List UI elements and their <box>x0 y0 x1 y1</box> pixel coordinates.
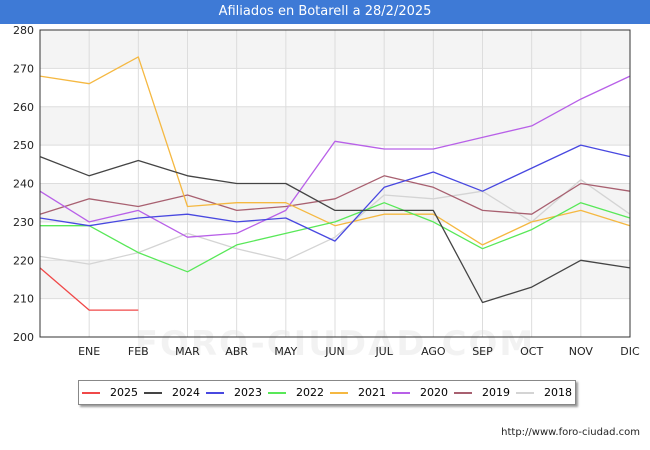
legend-label: 2018 <box>544 386 572 399</box>
x-tick-label: JUL <box>374 345 393 358</box>
legend-label: 2025 <box>110 386 138 399</box>
legend-item-2019: 2019 <box>454 386 510 399</box>
series-line-2023 <box>39 144 631 242</box>
y-tick-label: 230 <box>13 216 34 229</box>
legend-label: 2023 <box>234 386 262 399</box>
series-line-2025 <box>39 267 139 311</box>
x-tick-label: FEB <box>128 345 149 358</box>
legend-label: 2021 <box>358 386 386 399</box>
legend-swatch <box>392 391 410 394</box>
legend-swatch <box>206 391 224 394</box>
legend-swatch <box>516 391 534 394</box>
chart-title: Afiliados en Botarell a 28/2/2025 <box>0 0 650 24</box>
y-tick-label: 200 <box>13 331 34 344</box>
legend-swatch <box>82 391 100 394</box>
x-tick-label: ENE <box>78 345 100 358</box>
y-tick-label: 240 <box>13 178 34 191</box>
x-tick-label: OCT <box>520 345 543 358</box>
legend-item-2023: 2023 <box>206 386 262 399</box>
y-tick-label: 210 <box>13 293 34 306</box>
legend-label: 2019 <box>482 386 510 399</box>
legend-item-2018: 2018 <box>516 386 572 399</box>
legend-item-2025: 2025 <box>82 386 138 399</box>
legend-label: 2022 <box>296 386 324 399</box>
legend-item-2021: 2021 <box>330 386 386 399</box>
source-url: http://www.foro-ciudad.com <box>501 427 640 438</box>
legend-swatch <box>268 391 286 394</box>
x-tick-label: DIC <box>620 345 640 358</box>
y-tick-label: 270 <box>13 62 34 75</box>
watermark: FORO-CIUDAD.COM <box>135 324 536 364</box>
legend-item-2024: 2024 <box>144 386 200 399</box>
x-tick-label: AGO <box>421 345 446 358</box>
x-tick-label: JUN <box>324 345 345 358</box>
y-tick-label: 260 <box>13 101 34 114</box>
legend-label: 2024 <box>172 386 200 399</box>
y-tick-label: 250 <box>13 139 34 152</box>
plot-border <box>39 29 631 338</box>
x-tick-label: MAY <box>274 345 297 358</box>
x-tick-label: ABR <box>225 345 248 358</box>
legend: 2025 2024 2023 2022 2021 2020 2019 2018 <box>78 380 576 405</box>
series-line-2024 <box>39 155 631 304</box>
series-line-2022 <box>40 202 631 273</box>
y-tick-label: 220 <box>13 254 34 267</box>
x-tick-label: SEP <box>472 345 493 358</box>
legend-label: 2020 <box>420 386 448 399</box>
series-line-2020 <box>39 75 631 238</box>
legend-swatch <box>330 391 348 394</box>
legend-swatch <box>454 391 472 394</box>
legend-item-2020: 2020 <box>392 386 448 399</box>
x-tick-label: NOV <box>569 345 594 358</box>
y-tick-label: 280 <box>13 24 34 37</box>
x-tick-label: MAR <box>175 345 200 358</box>
legend-item-2022: 2022 <box>268 386 324 399</box>
series-line-2021 <box>39 56 631 246</box>
series-line-2019 <box>39 175 631 215</box>
legend-swatch <box>144 391 162 394</box>
